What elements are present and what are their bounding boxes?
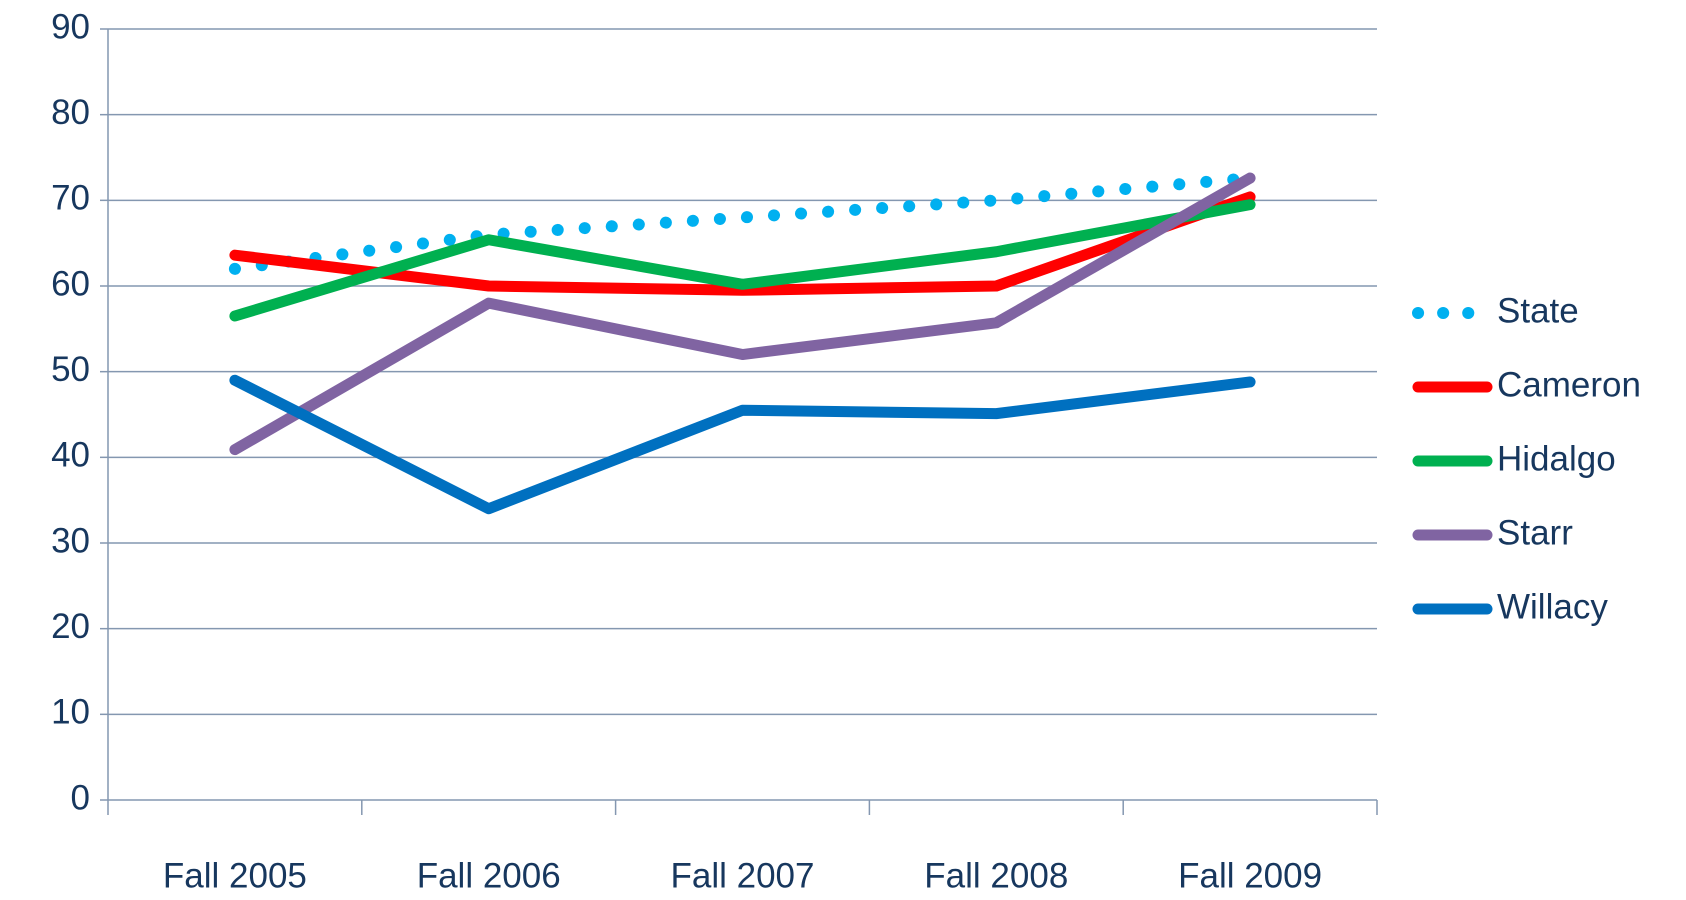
series-line (229, 172, 1256, 456)
series-line (229, 199, 1256, 322)
y-tick-label: 80 (51, 93, 90, 132)
legend-label: Hidalgo (1497, 439, 1616, 478)
x-tick-label: Fall 2007 (671, 856, 815, 895)
legend-label: Cameron (1497, 365, 1641, 404)
x-tick-label: Fall 2005 (163, 856, 307, 895)
legend-label: Willacy (1497, 587, 1608, 626)
series-line (229, 191, 1256, 296)
y-tick-label: 50 (51, 350, 90, 389)
x-tick-label: Fall 2006 (417, 856, 561, 895)
y-tick-label: 20 (51, 607, 90, 646)
legend-label: Starr (1497, 513, 1573, 552)
y-tick-label: 40 (51, 436, 90, 475)
y-tick-label: 60 (51, 264, 90, 303)
y-tick-label: 0 (71, 778, 90, 817)
y-tick-label: 30 (51, 521, 90, 560)
series-line (228, 172, 1257, 275)
y-tick-label: 10 (51, 693, 90, 732)
legend-label: State (1497, 291, 1579, 330)
x-tick-label: Fall 2009 (1178, 856, 1322, 895)
y-tick-label: 90 (51, 7, 90, 46)
y-tick-label: 70 (51, 179, 90, 218)
x-tick-label: Fall 2008 (924, 856, 1068, 895)
series-line (229, 374, 1256, 515)
